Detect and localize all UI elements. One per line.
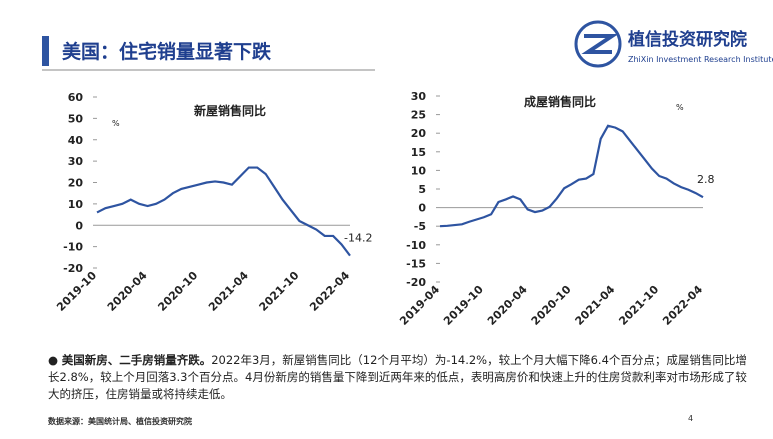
- y-tick-label: -15: [406, 257, 426, 270]
- x-tick-label: 2021-10: [616, 283, 661, 328]
- x-tick-label: 2021-04: [573, 283, 618, 328]
- slide-title: 美国：住宅销量显著下跌: [62, 40, 272, 63]
- title-accent: [42, 36, 49, 66]
- y-tick-label: 25: [411, 109, 426, 122]
- y-tick-label: 50: [68, 112, 84, 125]
- x-tick-label: 2020-04: [105, 269, 150, 314]
- logo-subtitle: ZhiXin Investment Research Institute: [628, 55, 773, 64]
- line-series: [439, 124, 704, 228]
- x-tick-label: 2020-10: [155, 269, 200, 314]
- bullet-body: 2022年3月，新屋销售同比（12个月平均）为-14.2%，较上个月大幅下降6.…: [48, 353, 747, 401]
- chart-title: 新屋销售同比: [194, 103, 266, 118]
- x-tick-label: 2021-04: [206, 269, 251, 314]
- x-tick-label: 2021-10: [257, 269, 302, 314]
- y-tick-label: 10: [68, 198, 84, 211]
- x-tick-label: 2019-04: [397, 283, 442, 328]
- logo-icon: [574, 20, 622, 68]
- unit-label: %: [676, 103, 684, 112]
- y-tick-label: 0: [75, 219, 83, 232]
- y-tick-label: 20: [68, 177, 84, 190]
- logo-name: 植信投资研究院: [628, 29, 747, 50]
- line-series: [96, 166, 351, 257]
- x-tick-label: 2019-10: [54, 269, 99, 314]
- y-tick-label: 0: [418, 202, 426, 215]
- y-tick-label: -20: [63, 262, 83, 275]
- y-tick-label: 20: [411, 127, 427, 140]
- y-tick-label: -5: [414, 220, 426, 233]
- y-tick-label: 30: [411, 90, 427, 103]
- y-tick-label: 30: [68, 155, 84, 168]
- y-tick-label: 5: [418, 183, 426, 196]
- chart-title: 成屋销售同比: [524, 94, 596, 109]
- x-tick-label: 2022-04: [660, 283, 705, 328]
- y-tick-label: -10: [406, 239, 426, 252]
- y-tick-label: 10: [411, 164, 427, 177]
- page-number: 4: [688, 414, 694, 423]
- unit-label: %: [112, 119, 120, 128]
- y-tick-label: 15: [411, 146, 426, 159]
- x-tick-label: 2022-04: [307, 269, 352, 314]
- data-label: 2.8: [697, 173, 715, 186]
- source: 数据来源：美国统计局、植信投资研究院: [48, 417, 192, 426]
- y-tick-label: -10: [63, 241, 83, 254]
- y-tick-label: 60: [68, 91, 84, 104]
- data-label: -14.2: [344, 232, 372, 245]
- bullet-lead: 美国新房、二手房销量齐跌。: [61, 353, 212, 367]
- y-tick-label: 40: [68, 134, 84, 147]
- x-tick-label: 2019-10: [441, 283, 486, 328]
- y-tick-label: -20: [406, 276, 426, 289]
- x-tick-label: 2020-04: [485, 283, 530, 328]
- x-tick-label: 2020-10: [529, 283, 574, 328]
- bullet-text: ● 美国新房、二手房销量齐跌。2022年3月，新屋销售同比（12个月平均）为-1…: [48, 353, 747, 401]
